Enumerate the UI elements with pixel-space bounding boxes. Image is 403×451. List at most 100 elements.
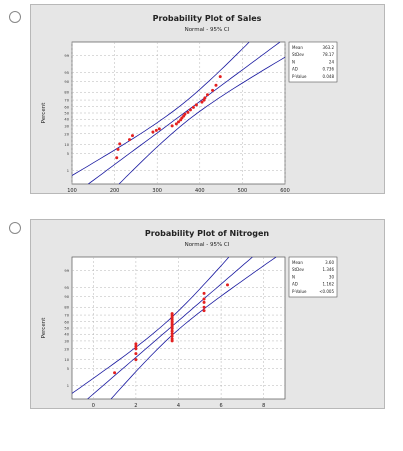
data-point: [170, 124, 174, 128]
stats-label: StDev: [292, 52, 305, 57]
chart-title: Probability Plot of Nitrogen: [145, 229, 270, 238]
data-point: [200, 100, 204, 104]
stats-label: StDev: [292, 267, 305, 272]
data-point: [134, 344, 138, 348]
data-point: [118, 142, 122, 146]
data-point: [205, 93, 209, 97]
option-2-radio[interactable]: [9, 222, 21, 234]
y-tick-label: 40: [64, 118, 69, 122]
data-point: [134, 352, 138, 356]
data-point: [134, 358, 138, 362]
data-point: [170, 315, 174, 319]
sales-probability-plot: Probability Plot of Sales Normal - 95% CI…: [41, 14, 338, 193]
data-point: [113, 371, 117, 375]
x-tick-label: 100: [67, 188, 77, 193]
y-tick-label: 80: [64, 306, 69, 310]
data-point: [203, 96, 207, 100]
data-point: [211, 88, 215, 92]
data-point: [130, 134, 134, 138]
data-point: [116, 147, 120, 151]
lower-ci-band: [72, 257, 230, 394]
data-point: [170, 334, 174, 338]
y-tick-label: 1: [67, 169, 69, 173]
y-tick-label: 60: [64, 105, 69, 109]
y-axis-label: Percent: [41, 102, 47, 124]
stats-value: <0.005: [319, 289, 334, 294]
x-tick-label: 200: [110, 188, 120, 193]
data-point: [151, 130, 155, 134]
data-points: [113, 283, 229, 375]
y-axis-label: Percent: [41, 317, 47, 339]
stats-label: N: [292, 274, 295, 279]
grid-lines: [71, 42, 286, 184]
lower-ci-band: [72, 42, 250, 176]
y-tick-label: 50: [64, 327, 69, 331]
y-tick-label: 95: [64, 71, 69, 75]
data-point: [188, 108, 192, 112]
stats-value: 0.048: [323, 74, 335, 79]
y-tick-label: 10: [64, 143, 69, 147]
x-tick-label: 4: [177, 403, 180, 408]
y-tick-label: 70: [64, 314, 69, 318]
y-tick-label: 20: [64, 347, 69, 351]
x-tick-label: 6: [220, 403, 223, 408]
stats-value: 363.2: [323, 45, 335, 50]
data-point: [183, 112, 187, 116]
stats-legend-box: [288, 41, 338, 83]
y-tick-label: 90: [64, 80, 69, 84]
x-tick-label: 0: [92, 403, 95, 408]
upper-ci-band: [110, 257, 277, 399]
data-point: [218, 75, 222, 79]
stats-label: AD: [292, 282, 298, 287]
x-tick-label: 500: [238, 188, 248, 193]
y-tick-label: 5: [67, 152, 69, 156]
chart-subtitle: Normal - 95% CI: [185, 242, 230, 248]
y-tick-label: 99: [64, 54, 69, 58]
y-tick-label: 40: [64, 333, 69, 337]
y-tick-label: 95: [64, 286, 69, 290]
y-tick-label: 90: [64, 295, 69, 299]
stats-label: Mean: [292, 45, 303, 50]
y-tick-label: 80: [64, 91, 69, 95]
y-tick-label: 20: [64, 132, 69, 136]
nitrogen-probability-plot: Probability Plot of Nitrogen Normal - 95%…: [41, 229, 338, 408]
stats-label: AD: [292, 67, 298, 72]
sales-probability-plot-panel: Probability Plot of Sales Normal - 95% CI…: [30, 4, 385, 194]
chart-subtitle: Normal - 95% CI: [185, 27, 230, 33]
y-tick-label: 70: [64, 99, 69, 103]
data-point: [170, 332, 174, 336]
y-tick-label: 30: [64, 339, 69, 343]
y-tick-label: 5: [67, 367, 69, 371]
data-point: [157, 127, 161, 131]
stats-value: 78.17: [323, 52, 335, 57]
data-points: [115, 75, 222, 160]
y-tick-label: 10: [64, 358, 69, 362]
data-point: [154, 128, 158, 132]
x-tick-label: 300: [152, 188, 162, 193]
fitted-line: [87, 257, 253, 399]
data-point: [186, 110, 190, 114]
data-point: [170, 337, 174, 341]
y-tick-label: 50: [64, 112, 69, 116]
stats-label: Mean: [292, 260, 303, 265]
stats-legend: Mean 363.2 StDev 78.17 N 24 AD 0.736 P-Value 0.04…: [288, 41, 338, 83]
x-tick-label: 400: [195, 188, 205, 193]
x-tick-label: 2: [134, 403, 137, 408]
data-point: [202, 300, 206, 304]
stats-value: 0.736: [323, 67, 335, 72]
upper-ci-band: [118, 56, 285, 184]
stats-value: 24: [329, 59, 335, 64]
fit-lines: [72, 257, 277, 399]
stats-label: P-Value: [292, 289, 307, 294]
stats-legend: Mean 3.60 StDev 1.346 N 30 AD 1.162 P-Value <0.00…: [288, 256, 338, 298]
data-point: [134, 342, 138, 346]
x-tick-label: 8: [262, 403, 265, 408]
nitrogen-probability-plot-panel: Probability Plot of Nitrogen Normal - 95%…: [30, 219, 385, 409]
stats-value: 1.346: [323, 267, 335, 272]
y-tick-label: 30: [64, 124, 69, 128]
y-tick-label: 60: [64, 320, 69, 324]
grid-lines: [72, 257, 285, 399]
option-1-radio[interactable]: [9, 11, 21, 23]
x-tick-label: 600: [280, 188, 290, 193]
data-point: [170, 329, 174, 333]
